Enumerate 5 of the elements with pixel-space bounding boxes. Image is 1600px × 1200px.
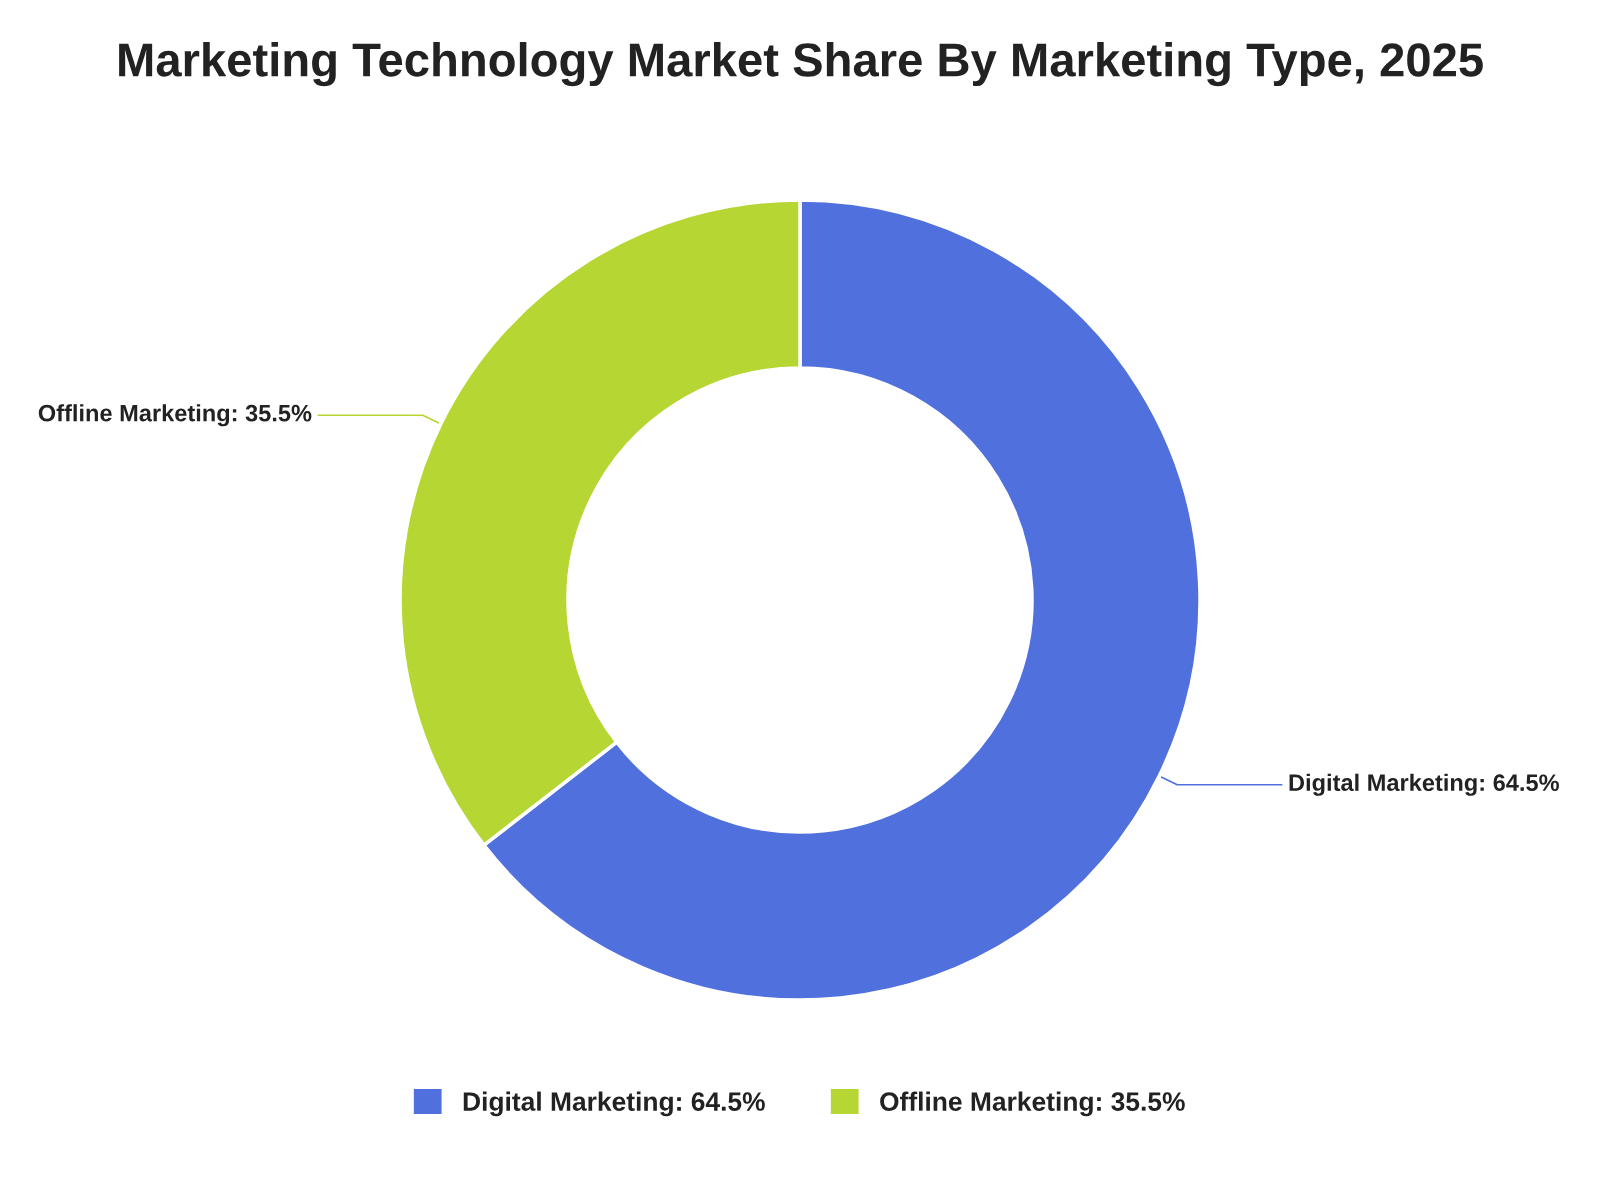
legend-label: Digital Marketing: 64.5% [463,1091,765,1117]
legend-label: Offline Marketing: 35.5% [880,1091,1185,1117]
chart-title: Marketing Technology Market Share By Marketing Type, 2025 [119,42,1483,87]
slice-label: Offline Marketing: 35.5% [38,404,312,427]
slice-label: Digital Marketing: 64.5% [1289,773,1559,796]
